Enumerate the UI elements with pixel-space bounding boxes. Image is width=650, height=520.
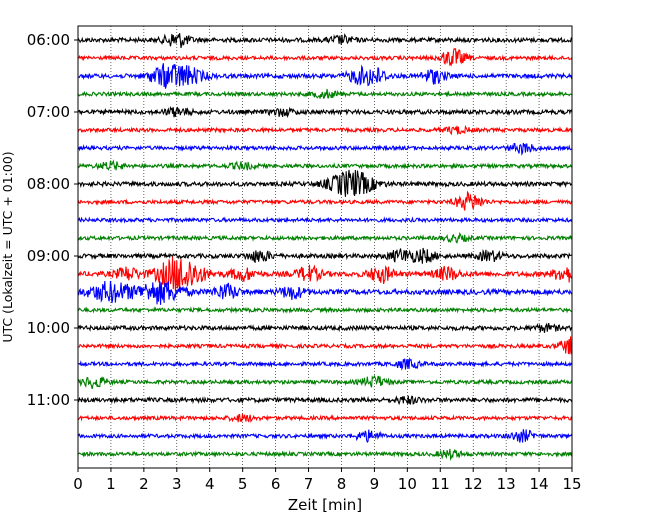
x-tick-label-8: 8 xyxy=(337,475,347,493)
trace-0715 xyxy=(77,124,573,136)
x-tick-label-7: 7 xyxy=(304,475,314,493)
trace-0930 xyxy=(77,280,573,305)
trace-1115 xyxy=(77,413,573,423)
x-tick-label-12: 12 xyxy=(464,475,483,493)
trace-1000 xyxy=(77,322,573,333)
y-tick-label-07:00: 07:00 xyxy=(27,103,70,121)
y-axis-label: UTC (Lokalzeit = UTC + 01:00) xyxy=(0,151,15,342)
trace-1045 xyxy=(77,374,573,389)
trace-0700 xyxy=(77,105,573,119)
trace-0845 xyxy=(77,231,573,244)
x-tick-label-1: 1 xyxy=(106,475,116,493)
y-tick-label-08:00: 08:00 xyxy=(27,175,70,193)
plot-frame xyxy=(77,25,573,469)
x-tick-label-6: 6 xyxy=(271,475,281,493)
trace-0615 xyxy=(77,47,573,67)
x-tick-label-11: 11 xyxy=(431,475,450,493)
trace-0900 xyxy=(77,247,573,264)
x-tick-label-0: 0 xyxy=(73,475,83,493)
trace-1100 xyxy=(77,395,573,406)
trace-0630 xyxy=(77,63,573,89)
y-tick-label-06:00: 06:00 xyxy=(27,31,70,49)
trace-0645 xyxy=(77,88,573,99)
x-tick-label-13: 13 xyxy=(497,475,516,493)
x-tick-label-10: 10 xyxy=(398,475,417,493)
trace-0815 xyxy=(77,190,573,211)
x-tick-label-3: 3 xyxy=(172,475,182,493)
trace-1015 xyxy=(77,336,573,355)
seismic-traces xyxy=(77,32,573,462)
trace-0945 xyxy=(77,306,573,314)
x-axis-label: Zeit [min] xyxy=(288,496,362,514)
trace-0600 xyxy=(77,32,573,48)
y-tick-label-11:00: 11:00 xyxy=(27,391,70,409)
x-tick-label-2: 2 xyxy=(139,475,149,493)
trace-1030 xyxy=(77,357,573,371)
trace-1130 xyxy=(77,429,573,444)
y-tick-label-10:00: 10:00 xyxy=(27,319,70,337)
x-tick-label-4: 4 xyxy=(205,475,215,493)
x-tick-label-15: 15 xyxy=(562,475,581,493)
y-axis-ticks: 06:00 07:00 08:00 09:00 10:00 11:00 xyxy=(27,31,78,409)
x-tick-label-14: 14 xyxy=(530,475,549,493)
y-tick-label-09:00: 09:00 xyxy=(27,247,70,265)
trace-1145 xyxy=(77,448,573,462)
x-tick-label-9: 9 xyxy=(370,475,380,493)
trace-0745 xyxy=(77,159,573,171)
trace-0800 xyxy=(77,169,573,197)
trace-0730 xyxy=(77,142,573,157)
trace-0915 xyxy=(77,256,573,292)
trace-0830 xyxy=(77,216,573,224)
x-tick-label-5: 5 xyxy=(238,475,248,493)
x-axis-ticks: 0 1 2 3 4 5 6 7 8 9 10 11 12 13 14 15 xyxy=(73,468,582,493)
